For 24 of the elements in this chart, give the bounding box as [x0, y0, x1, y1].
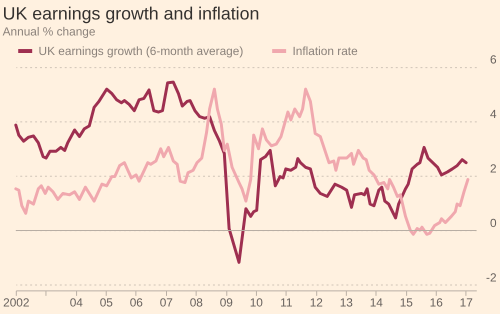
x-tick-label: 2002 [3, 296, 30, 310]
y-tick-label: -2 [486, 270, 497, 284]
x-tick-label: 13 [340, 296, 354, 310]
x-tick-label: 09 [220, 296, 234, 310]
x-tick-label: 17 [460, 296, 473, 310]
chart-title: UK earnings growth and inflation [2, 4, 260, 24]
x-tick-label: 06 [130, 296, 144, 310]
x-tick-label: 05 [100, 296, 114, 310]
x-tick-label: 12 [310, 296, 323, 310]
y-tick-label: 2 [490, 162, 497, 176]
x-tick-label: 16 [430, 296, 444, 310]
y-tick-label: 6 [490, 52, 497, 67]
x-tick-label: 10 [250, 296, 264, 310]
x-tick-label: 15 [400, 296, 414, 310]
chart-subtitle: Annual % change [2, 24, 96, 38]
x-tick-label: 07 [160, 296, 173, 310]
legend-label: UK earnings growth (6-month average) [38, 44, 244, 58]
x-tick-label: 04 [70, 296, 84, 310]
y-tick-label: 4 [490, 107, 497, 122]
x-tick-label: 08 [190, 296, 204, 310]
x-tick-label: 11 [280, 296, 293, 310]
y-tick-label: 0 [490, 216, 497, 230]
x-tick-label: 14 [370, 296, 384, 310]
legend-label: Inflation rate [292, 44, 358, 58]
